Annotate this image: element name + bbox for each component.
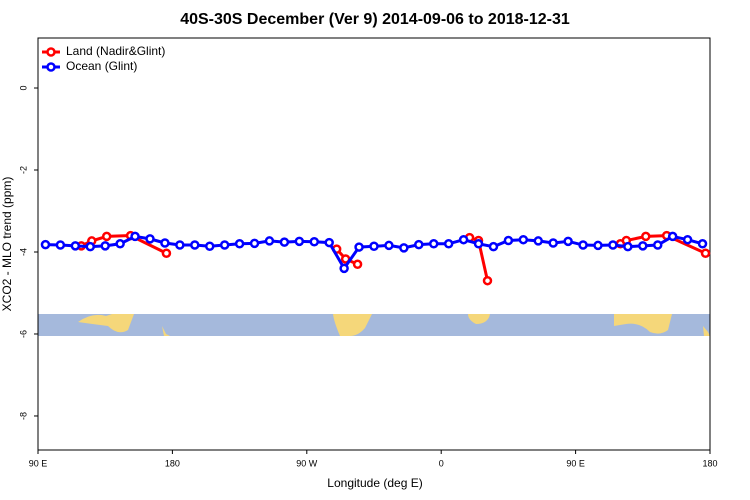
data-point: [352, 259, 363, 270]
data-point: [279, 237, 290, 247]
data-point: [488, 241, 499, 252]
data-point: [533, 236, 544, 246]
data-point: [175, 240, 185, 250]
data-point: [161, 248, 172, 258]
data-point: [384, 240, 394, 251]
data-point: [563, 236, 573, 247]
data-point: [55, 240, 66, 250]
plot-frame: [37, 37, 711, 451]
data-point: [399, 243, 409, 253]
x-tick-label: 90 E: [566, 458, 585, 468]
data-point: [101, 231, 112, 242]
data-point: [608, 240, 618, 250]
legend-label: Ocean (Glint): [66, 59, 137, 73]
data-point: [473, 239, 484, 249]
data-point: [204, 241, 215, 252]
data-point: [548, 238, 558, 248]
data-point: [667, 231, 678, 242]
data-point: [682, 234, 693, 245]
x-tick-label: 180: [165, 458, 180, 468]
data-point: [249, 238, 260, 249]
data-point: [85, 241, 96, 252]
data-point: [309, 236, 320, 247]
data-point: [70, 241, 81, 251]
data-point: [40, 239, 51, 250]
data-point: [458, 234, 469, 245]
data-point: [369, 241, 379, 252]
data-point: [593, 240, 603, 251]
data-point: [294, 236, 305, 247]
legend-label: Land (Nadir&Glint): [66, 44, 165, 58]
x-tick-label: 0: [439, 458, 444, 468]
x-tick-label: 90 W: [296, 458, 318, 468]
y-tick-label: -8: [18, 412, 28, 420]
data-point: [697, 239, 708, 249]
data-point: [482, 275, 493, 286]
data-point: [641, 231, 651, 242]
data-point: [503, 235, 514, 246]
data-point: [638, 241, 648, 251]
y-tick-label: -6: [18, 330, 28, 338]
y-axis-label: XCO2 - MLO trend (ppm): [0, 177, 14, 312]
data-point: [518, 234, 529, 245]
data-point: [264, 236, 275, 246]
legend-marker: [46, 47, 56, 57]
data-point: [145, 234, 155, 244]
data-point: [100, 241, 110, 251]
x-tick-label: 180: [702, 458, 717, 468]
y-tick-label: 0: [18, 86, 28, 91]
data-point: [219, 240, 230, 250]
legend-marker: [46, 62, 56, 72]
data-point: [578, 240, 588, 250]
data-point: [190, 240, 200, 250]
data-point: [443, 239, 454, 249]
data-point: [130, 231, 140, 242]
data-point: [428, 239, 439, 249]
map-strip: [38, 314, 710, 336]
data-point: [234, 239, 245, 249]
data-point: [652, 240, 663, 250]
data-point: [700, 248, 711, 258]
data-point: [623, 241, 633, 252]
chart-title: 40S-30S December (Ver 9) 2014-09-06 to 2…: [180, 11, 570, 28]
x-axis-label: Longitude (deg E): [327, 476, 422, 490]
data-point: [324, 237, 334, 248]
data-point: [160, 238, 170, 248]
data-point: [414, 239, 424, 250]
data-point: [354, 242, 364, 252]
y-tick-label: -4: [18, 248, 28, 256]
data-point: [115, 239, 125, 249]
data-point: [339, 263, 349, 274]
y-tick-label: -2: [18, 166, 28, 174]
x-tick-label: 90 E: [29, 458, 48, 468]
